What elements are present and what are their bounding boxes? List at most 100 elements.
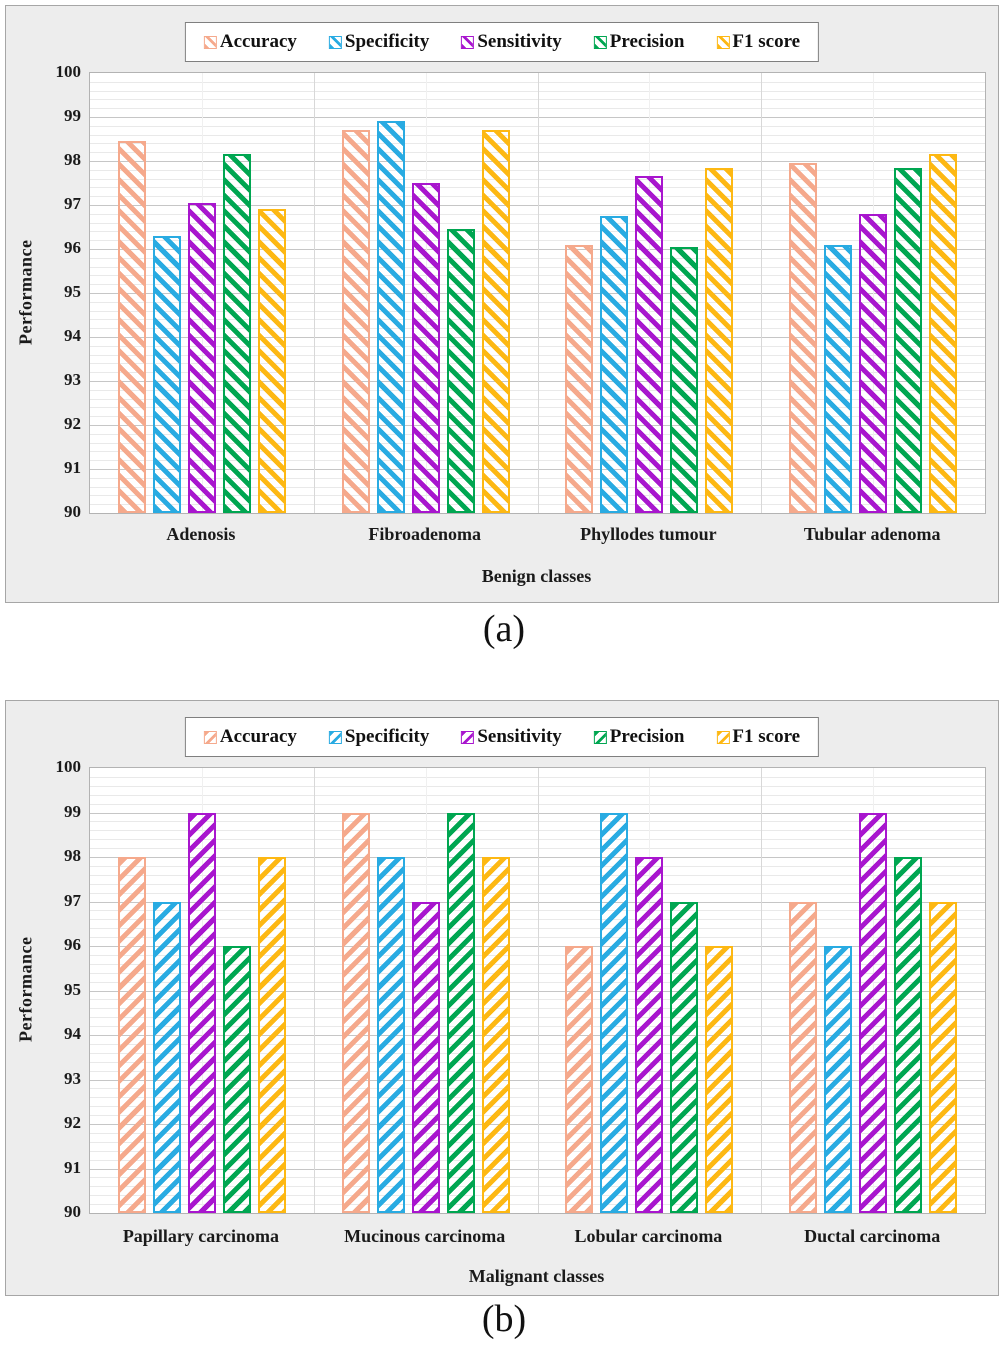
y-tick-label: 97 bbox=[64, 890, 81, 910]
y-tick-label: 96 bbox=[64, 935, 81, 954]
legend-marker-icon bbox=[328, 730, 342, 744]
y-tick-label: 95 bbox=[64, 979, 81, 999]
chart-panel-malignant: Accuracy Specificity Sensitivity Precision F… bbox=[5, 700, 999, 1296]
bar-specificity bbox=[600, 216, 629, 513]
legend-marker-icon bbox=[203, 730, 217, 744]
category-label: Tubular adenoma bbox=[803, 524, 941, 544]
bar-precision bbox=[222, 154, 251, 513]
y-tick-label: 98 bbox=[64, 846, 81, 865]
bar-f1-score bbox=[257, 209, 286, 513]
legend-marker-icon bbox=[461, 35, 475, 49]
y-tick-label: 96 bbox=[64, 238, 81, 257]
bar-sensitivity bbox=[635, 857, 664, 1213]
category-boundary-gridline bbox=[313, 73, 315, 513]
legend-item-sensitivity: Sensitivity bbox=[461, 726, 562, 748]
bar-specificity bbox=[376, 121, 405, 513]
y-tick-label: 90 bbox=[64, 502, 81, 521]
bar-f1-score bbox=[481, 130, 510, 513]
bar-f1-score bbox=[481, 857, 510, 1213]
y-tick-label: 93 bbox=[64, 370, 81, 389]
bar-accuracy bbox=[341, 130, 370, 513]
legend-item-specificity: Specificity bbox=[328, 726, 430, 748]
bar-sensitivity bbox=[635, 176, 664, 513]
legend-marker-icon bbox=[716, 730, 730, 744]
category-label: Papillary carcinoma bbox=[122, 1226, 279, 1246]
y-tick-label: 97 bbox=[64, 194, 81, 213]
legend-marker-icon bbox=[203, 35, 217, 49]
chart-panel-benign: Accuracy Specificity Sensitivity Precision F… bbox=[5, 5, 999, 603]
y-tick-label: 100 bbox=[55, 62, 82, 81]
legend-item-sensitivity: Sensitivity bbox=[461, 31, 562, 53]
bar-accuracy bbox=[565, 244, 594, 513]
y-tick-label: 94 bbox=[64, 1024, 81, 1043]
plot-area-benign bbox=[89, 72, 986, 514]
y-tick-label: 99 bbox=[64, 801, 81, 821]
y-tick-label: 94 bbox=[64, 326, 81, 345]
legend-benign: Accuracy Specificity Sensitivity Precision F… bbox=[184, 22, 820, 62]
bar-precision bbox=[446, 812, 475, 1213]
bar-f1-score bbox=[257, 857, 286, 1213]
y-tick-label: 92 bbox=[64, 414, 81, 433]
legend-item-precision: Precision bbox=[593, 726, 685, 748]
bar-precision bbox=[446, 229, 475, 513]
category-boundary-gridline bbox=[761, 73, 763, 513]
bar-f1-score bbox=[705, 946, 734, 1213]
legend-label: Sensitivity bbox=[477, 31, 562, 52]
bar-accuracy bbox=[789, 901, 818, 1213]
bar-accuracy bbox=[117, 141, 146, 513]
y-tick-label: 90 bbox=[64, 1202, 81, 1221]
category-boundary-gridline bbox=[761, 768, 763, 1213]
y-tick-label: 91 bbox=[64, 458, 81, 477]
x-axis-title-benign: Benign classes bbox=[481, 566, 592, 586]
legend-label: Accuracy bbox=[219, 31, 297, 52]
category-boundary-gridline bbox=[313, 768, 315, 1213]
legend-item-accuracy: Accuracy bbox=[203, 726, 297, 748]
bar-sensitivity bbox=[411, 183, 440, 513]
legend-item-f1-score: F1 score bbox=[716, 726, 800, 748]
bar-f1-score bbox=[929, 154, 958, 513]
legend-marker-icon bbox=[328, 35, 342, 49]
legend-marker-icon bbox=[593, 730, 607, 744]
bar-sensitivity bbox=[859, 213, 888, 513]
legend-label: F1 score bbox=[732, 31, 801, 52]
category-label: Phyllodes tumour bbox=[580, 524, 717, 544]
bar-precision bbox=[222, 946, 251, 1213]
legend-label: Precision bbox=[609, 726, 685, 747]
bar-specificity bbox=[152, 235, 181, 513]
bar-sensitivity bbox=[187, 812, 216, 1213]
legend-label: Sensitivity bbox=[477, 726, 562, 747]
legend-label: F1 score bbox=[732, 726, 801, 747]
y-axis-title-benign: Performance bbox=[15, 239, 36, 345]
plot-area-malignant bbox=[89, 767, 986, 1214]
bar-specificity bbox=[824, 244, 853, 513]
legend-marker-icon bbox=[593, 35, 607, 49]
caption-a: (a) bbox=[482, 608, 526, 650]
category-label: Lobular carcinoma bbox=[574, 1226, 723, 1246]
bar-sensitivity bbox=[859, 812, 888, 1213]
bar-precision bbox=[670, 901, 699, 1213]
legend-item-f1-score: F1 score bbox=[716, 31, 800, 53]
legend-item-precision: Precision bbox=[593, 31, 685, 53]
y-tick-label: 98 bbox=[64, 150, 81, 169]
category-boundary-gridline bbox=[537, 73, 539, 513]
legend-item-specificity: Specificity bbox=[328, 31, 429, 53]
y-tick-label: 92 bbox=[64, 1113, 81, 1132]
bar-sensitivity bbox=[187, 202, 216, 513]
bar-specificity bbox=[376, 857, 405, 1213]
y-tick-label: 99 bbox=[64, 106, 81, 125]
bar-sensitivity bbox=[411, 901, 440, 1213]
legend-label: Specificity bbox=[344, 726, 430, 747]
bar-f1-score bbox=[705, 167, 734, 513]
x-axis-title-malignant: Malignant classes bbox=[468, 1266, 605, 1286]
legend-label: Precision bbox=[609, 31, 685, 52]
y-tick-label: 91 bbox=[64, 1157, 81, 1177]
category-label: Fibroadenoma bbox=[368, 524, 482, 544]
legend-malignant: Accuracy Specificity Sensitivity Precision F… bbox=[184, 717, 820, 757]
y-tick-label: 93 bbox=[64, 1068, 81, 1088]
y-tick-label: 95 bbox=[64, 282, 81, 301]
caption-b: (b) bbox=[481, 1298, 527, 1340]
bar-specificity bbox=[152, 901, 181, 1213]
legend-marker-icon bbox=[716, 35, 730, 49]
bar-accuracy bbox=[341, 812, 370, 1213]
category-label: Ductal carcinoma bbox=[804, 1226, 941, 1246]
